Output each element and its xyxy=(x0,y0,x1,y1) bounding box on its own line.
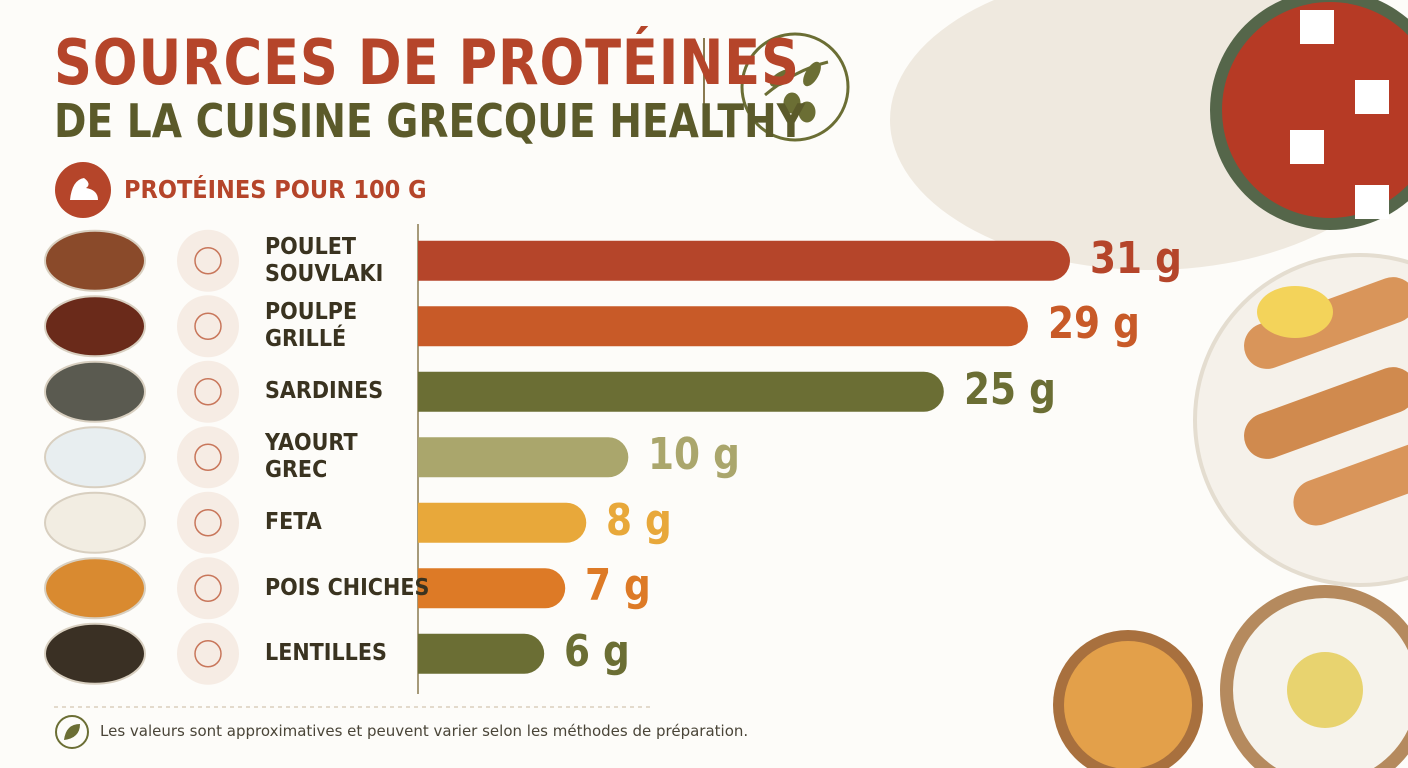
bar xyxy=(418,306,1028,347)
food-icon xyxy=(177,426,239,489)
food-photo xyxy=(44,295,146,358)
category-label: LENTILLES xyxy=(265,640,387,667)
food-photo xyxy=(44,426,146,489)
bar xyxy=(418,633,545,674)
food-icon xyxy=(177,295,239,358)
food-icon-glyph xyxy=(194,509,222,537)
food-icon xyxy=(177,360,239,423)
food-icon xyxy=(177,622,239,685)
subtitle: DE LA CUISINE GRECQUE HEALTHY xyxy=(54,94,806,148)
title: SOURCES DE PROTÉINES xyxy=(54,26,800,99)
food-photo xyxy=(44,622,146,685)
category-label: YAOURT GREC xyxy=(265,430,358,484)
muscle-shape xyxy=(70,178,98,200)
value-label: 31 g xyxy=(1090,232,1182,284)
food-photo xyxy=(44,360,146,423)
category-label: POULPE GRILLÉ xyxy=(265,299,358,353)
footnote: Les valeurs sont approximatives et peuve… xyxy=(100,722,749,740)
food-icon-glyph xyxy=(194,247,222,275)
category-label: FETA xyxy=(265,509,322,536)
bar xyxy=(418,502,587,543)
bar xyxy=(418,240,1070,281)
bar xyxy=(418,568,566,609)
food-photo xyxy=(44,491,146,554)
axis-label: PROTÉINES POUR 100 G xyxy=(124,175,427,204)
bar xyxy=(418,437,629,478)
value-label: 10 g xyxy=(648,429,741,481)
food-icon xyxy=(177,229,239,292)
value-label: 7 g xyxy=(585,560,652,612)
food-icon xyxy=(177,491,239,554)
food-icon-glyph xyxy=(194,574,222,602)
value-label: 29 g xyxy=(1047,298,1140,350)
value-label: 6 g xyxy=(564,625,631,677)
food-icon-glyph xyxy=(194,443,222,471)
food-icon xyxy=(177,557,239,620)
bar xyxy=(418,371,944,412)
olive-logo xyxy=(740,32,850,142)
food-icon-glyph xyxy=(194,312,222,340)
value-label: 8 g xyxy=(606,494,673,546)
category-label: POULET SOUVLAKI xyxy=(265,233,384,287)
leaf xyxy=(64,724,80,740)
food-icon-glyph xyxy=(194,378,222,406)
value-label: 25 g xyxy=(963,363,1056,415)
food-photo xyxy=(44,557,146,620)
food-photo xyxy=(44,229,146,292)
leaf-icon xyxy=(55,715,89,749)
category-label: POIS CHICHES xyxy=(265,574,430,601)
decor-photos xyxy=(890,0,1408,768)
food-icon-glyph xyxy=(194,640,222,668)
category-label: SARDINES xyxy=(265,378,384,405)
